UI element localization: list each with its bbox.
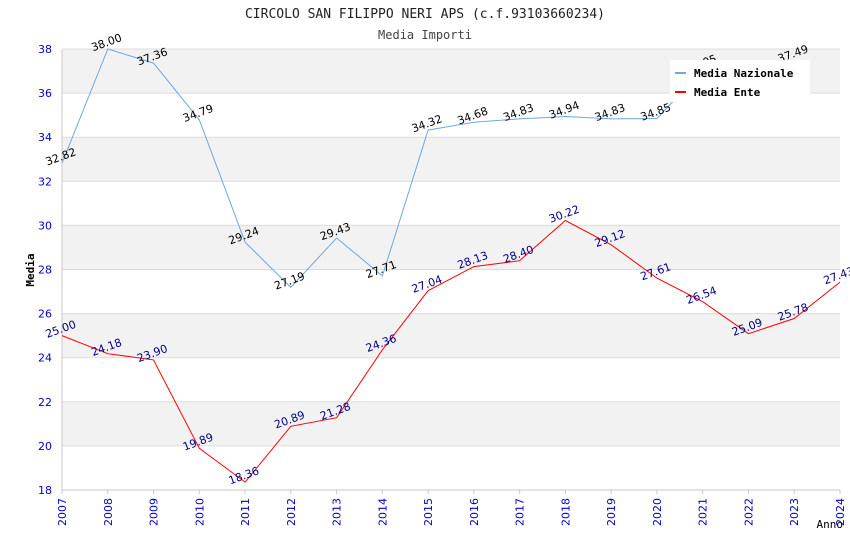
y-tick-label: 26 bbox=[38, 308, 52, 321]
data-label: 34.79 bbox=[181, 102, 215, 125]
x-tick-label: 2010 bbox=[193, 498, 206, 526]
grid-lines bbox=[62, 48, 840, 491]
x-tick-label: 2008 bbox=[102, 498, 115, 526]
x-tick-label: 2015 bbox=[422, 498, 435, 526]
plot-band bbox=[62, 225, 840, 270]
x-axis-label: Anno bbox=[817, 518, 844, 531]
x-tick-label: 2016 bbox=[468, 498, 481, 526]
y-tick-label: 28 bbox=[38, 264, 52, 277]
x-tick-label: 2020 bbox=[651, 498, 664, 526]
data-label: 27.19 bbox=[273, 270, 307, 293]
y-tick-label: 30 bbox=[38, 219, 52, 232]
x-tick-label: 2014 bbox=[376, 498, 389, 526]
data-label: 34.83 bbox=[501, 101, 535, 124]
x-tick-labels: 2007 2008 2009 2010 2011 2012 2013 2014 2015 2016… bbox=[56, 490, 847, 526]
x-tick-label: 2018 bbox=[559, 498, 572, 526]
y-tick-label: 36 bbox=[38, 87, 52, 100]
x-tick-label: 2007 bbox=[56, 498, 69, 526]
legend-box bbox=[670, 60, 810, 102]
plot-band bbox=[62, 401, 840, 446]
y-tick-label: 32 bbox=[38, 175, 52, 188]
data-label: 26.54 bbox=[684, 284, 718, 307]
x-tick-label: 2013 bbox=[331, 498, 344, 526]
y-tick-label: 38 bbox=[38, 43, 52, 56]
legend: Media Nazionale Media Ente bbox=[670, 60, 810, 102]
legend-label: Media Nazionale bbox=[694, 67, 794, 80]
y-tick-label: 24 bbox=[38, 352, 52, 365]
data-label: 18.36 bbox=[227, 464, 261, 487]
series-line-0 bbox=[61, 48, 704, 289]
x-tick-label: 2019 bbox=[605, 498, 618, 526]
data-label: 34.32 bbox=[410, 112, 444, 135]
y-tick-label: 18 bbox=[38, 484, 52, 497]
plot-band bbox=[62, 313, 840, 358]
x-tick-label: 2023 bbox=[788, 498, 801, 526]
x-tick-label: 2009 bbox=[148, 498, 161, 526]
y-axis-label: Media bbox=[24, 253, 37, 286]
x-tick-label: 2021 bbox=[697, 498, 710, 526]
data-label: 30.22 bbox=[547, 203, 581, 226]
plot-band bbox=[62, 137, 840, 182]
series-line-1 bbox=[61, 219, 841, 483]
x-tick-label: 2017 bbox=[514, 498, 527, 526]
chart-title: CIRCOLO SAN FILIPPO NERI APS (c.f.931036… bbox=[245, 7, 605, 22]
x-tick-label: 2012 bbox=[285, 498, 298, 526]
x-tick-label: 2024 bbox=[834, 498, 847, 526]
x-tick-label: 2011 bbox=[239, 498, 252, 526]
data-label: 34.85 bbox=[639, 101, 673, 124]
plot-bands bbox=[62, 49, 840, 446]
y-tick-label: 20 bbox=[38, 440, 52, 453]
x-tick-label: 2022 bbox=[742, 498, 755, 526]
data-label: 34.94 bbox=[547, 99, 581, 122]
y-tick-label: 22 bbox=[38, 396, 52, 409]
series-lines bbox=[61, 48, 841, 483]
data-label: 34.68 bbox=[456, 104, 490, 127]
legend-label: Media Ente bbox=[694, 86, 761, 99]
chart-subtitle: Media Importi bbox=[378, 28, 472, 42]
y-tick-labels: 18 20 22 24 26 28 30 32 34 36 38 bbox=[38, 43, 52, 497]
axes bbox=[61, 49, 840, 491]
data-label: 34.83 bbox=[593, 101, 627, 124]
y-tick-label: 34 bbox=[38, 131, 52, 144]
